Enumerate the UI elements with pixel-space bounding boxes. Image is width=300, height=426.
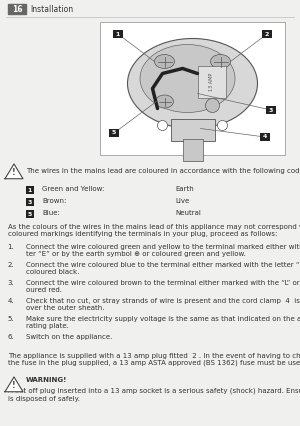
Text: WARNING!: WARNING!: [26, 377, 68, 383]
Text: Green and Yellow:: Green and Yellow:: [42, 186, 104, 192]
Text: Live: Live: [175, 198, 189, 204]
Bar: [26, 186, 34, 194]
Text: 3.: 3.: [7, 280, 14, 286]
Text: Earth: Earth: [175, 186, 194, 192]
Bar: [113, 29, 123, 38]
Text: The wires in the mains lead are coloured in accordance with the following code:: The wires in the mains lead are coloured…: [26, 168, 300, 174]
Text: !: !: [12, 381, 16, 390]
Text: Neutral: Neutral: [175, 210, 201, 216]
Text: Blue:: Blue:: [42, 210, 60, 216]
Bar: [260, 132, 270, 141]
Ellipse shape: [155, 95, 173, 108]
Circle shape: [206, 98, 220, 112]
Bar: [8, 4, 26, 14]
Bar: [262, 29, 272, 38]
Text: 4: 4: [263, 135, 267, 139]
Ellipse shape: [128, 38, 257, 129]
Text: 5.: 5.: [8, 316, 14, 322]
Text: 6.: 6.: [7, 334, 14, 340]
Polygon shape: [5, 164, 23, 179]
Ellipse shape: [154, 55, 175, 69]
Bar: [109, 129, 119, 138]
Circle shape: [218, 121, 227, 130]
Polygon shape: [5, 377, 23, 392]
Bar: [26, 198, 34, 206]
Text: The appliance is supplied with a 13 amp plug fitted  2 . In the event of having : The appliance is supplied with a 13 amp …: [8, 353, 300, 366]
Text: Installation: Installation: [30, 6, 73, 14]
Text: As the colours of the wires in the mains lead of this appliance may not correspo: As the colours of the wires in the mains…: [8, 224, 300, 237]
Bar: [266, 106, 276, 115]
Text: Connect the wire coloured blue to the terminal either marked with the letter “N”: Connect the wire coloured blue to the te…: [26, 262, 300, 275]
Text: A cut off plug inserted into a 13 amp socket is a serious safety (shock) hazard.: A cut off plug inserted into a 13 amp so…: [8, 388, 300, 401]
Text: Connect the wire coloured brown to the terminal either marked with the “L” or co: Connect the wire coloured brown to the t…: [26, 280, 300, 293]
Text: Check that no cut, or stray strands of wire is present and the cord clamp  4  is: Check that no cut, or stray strands of w…: [26, 298, 300, 311]
Text: Make sure the electricity supply voltage is the same as that indicated on the ap: Make sure the electricity supply voltage…: [26, 316, 300, 329]
Text: 5: 5: [28, 211, 32, 216]
Text: 3: 3: [28, 199, 32, 204]
Text: 1: 1: [116, 32, 120, 37]
Text: 4.: 4.: [8, 298, 14, 304]
Text: !: !: [12, 168, 16, 177]
Text: Switch on the appliance.: Switch on the appliance.: [26, 334, 112, 340]
Text: 2.: 2.: [8, 262, 14, 268]
Ellipse shape: [211, 55, 230, 69]
Text: Brown:: Brown:: [42, 198, 66, 204]
Circle shape: [158, 121, 167, 130]
Bar: [197, 66, 226, 98]
Text: Connect the wire coloured green and yellow to the terminal marked either with th: Connect the wire coloured green and yell…: [26, 244, 300, 257]
Text: 5: 5: [112, 130, 116, 135]
Text: 16: 16: [12, 6, 22, 14]
Text: 1.: 1.: [7, 244, 14, 250]
Bar: [182, 138, 203, 161]
Text: 1: 1: [28, 187, 32, 193]
Text: 3: 3: [269, 107, 273, 112]
Text: 2: 2: [265, 32, 269, 37]
Ellipse shape: [140, 44, 235, 112]
Bar: [100, 22, 285, 155]
Bar: [170, 118, 214, 141]
Bar: [26, 210, 34, 218]
Text: 13 AMP: 13 AMP: [209, 72, 214, 91]
